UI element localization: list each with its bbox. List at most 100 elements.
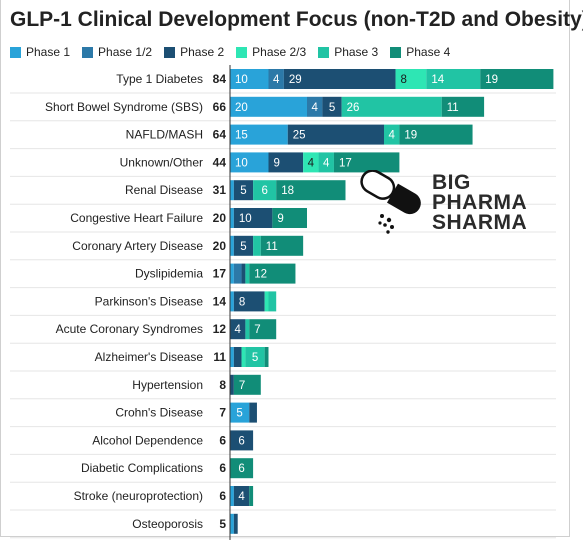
bar-segment	[230, 69, 269, 89]
bar-segment	[233, 347, 242, 367]
legend-label: Phase 4	[406, 45, 451, 59]
total-label: 12	[213, 322, 227, 336]
bar-segment	[233, 374, 261, 395]
total-label: 8	[219, 378, 226, 392]
data-label: 12	[254, 269, 267, 281]
bar-segment	[230, 152, 269, 173]
category-label: Type 1 Diabetes	[116, 72, 203, 86]
data-label: 20	[235, 102, 248, 114]
bar-segment	[287, 124, 384, 145]
bar-segment	[230, 458, 254, 479]
total-label: 20	[213, 239, 227, 253]
bar-segment	[322, 96, 342, 117]
legend-swatch	[82, 46, 94, 58]
category-label: Coronary Artery Disease	[72, 239, 203, 253]
category-label: Acute Coronary Syndromes	[56, 322, 203, 336]
bar-segment	[230, 347, 234, 367]
bar-segment	[395, 69, 427, 89]
total-label: 6	[219, 461, 226, 475]
bar-segment	[241, 347, 246, 367]
data-label: 19	[404, 130, 417, 142]
logo-line: SHARMA	[432, 211, 528, 234]
legend: Phase 1 Phase 1/2 Phase 2 Phase 2/3 Phase 3 P…	[10, 45, 450, 59]
bar-segment	[245, 263, 250, 284]
bar-segment	[230, 402, 250, 423]
data-label: 5	[252, 352, 258, 364]
bar-segment	[441, 96, 485, 117]
legend-label: Phase 1	[26, 45, 71, 59]
total-label: 7	[219, 406, 226, 420]
total-label: 11	[213, 350, 226, 364]
bar-segment	[241, 263, 246, 284]
bar-segment	[230, 374, 234, 395]
total-label: 6	[219, 433, 226, 447]
bar-segment	[264, 347, 269, 367]
data-label: 7	[239, 380, 245, 392]
total-label: 20	[213, 211, 227, 225]
pill-capsule-icon	[360, 169, 421, 234]
bar-segment	[245, 347, 265, 367]
category-label: Parkinson's Disease	[95, 294, 204, 308]
legend-item: Phase 1/2	[82, 45, 152, 59]
bar-segment	[249, 402, 257, 423]
total-label: 17	[213, 267, 227, 281]
data-label: 25	[293, 130, 306, 142]
bar-segment	[249, 263, 296, 284]
bar-segment	[230, 263, 234, 284]
bar-segment	[253, 235, 261, 256]
bar-segment	[268, 69, 284, 89]
data-label: 26	[347, 102, 360, 114]
total-label: 31	[213, 183, 227, 197]
data-label: 5	[240, 241, 246, 253]
data-label: 17	[339, 157, 352, 169]
chart-frame	[0, 0, 570, 537]
legend-swatch	[318, 46, 330, 58]
chart-title: GLP-1 Clinical Development Focus (non-T2…	[10, 8, 583, 31]
data-label: 10	[239, 213, 252, 225]
data-label: 4	[311, 102, 318, 114]
data-label: 8	[239, 296, 245, 308]
bar-segment	[230, 319, 246, 340]
total-label: 66	[213, 100, 227, 114]
category-label: Short Bowel Syndrome (SBS)	[45, 100, 203, 114]
data-label: 14	[431, 74, 444, 86]
total-label: 5	[219, 517, 226, 531]
data-label: 11	[266, 241, 278, 253]
bar-segment	[230, 180, 234, 201]
data-label: 10	[235, 157, 248, 169]
bar-segment	[333, 152, 400, 173]
data-label: 8	[401, 74, 407, 86]
data-label: 6	[261, 185, 267, 197]
legend-label: Phase 1/2	[98, 45, 153, 59]
data-label: 4	[238, 491, 245, 503]
bar-segment	[303, 152, 319, 173]
bar-segment	[233, 486, 250, 506]
category-label: Congestive Heart Failure	[70, 211, 203, 225]
bar-segment	[276, 180, 346, 201]
legend-item: Phase 2	[164, 45, 224, 59]
bar-segment	[249, 486, 254, 506]
total-label: 64	[213, 128, 227, 142]
category-label: NAFLD/MASH	[126, 128, 203, 142]
logo-line: BIG	[432, 171, 471, 194]
data-label: 4	[388, 130, 395, 142]
category-label: Hypertension	[132, 378, 203, 392]
legend-item: Phase 4	[390, 45, 450, 59]
category-label: Crohn's Disease	[115, 406, 203, 420]
bar-segment	[249, 319, 277, 340]
legend-label: Phase 2/3	[252, 45, 307, 59]
bar-segment	[230, 124, 288, 145]
data-label: 9	[274, 157, 280, 169]
bar-segment	[230, 291, 234, 312]
bar-segment	[480, 69, 554, 89]
bar-segment	[233, 263, 242, 284]
bar-segment	[318, 152, 334, 173]
data-label: 9	[277, 213, 283, 225]
category-label: Unknown/Other	[120, 155, 203, 169]
logo-line: PHARMA	[432, 191, 528, 214]
bar-segment	[230, 430, 254, 451]
bar-segment	[283, 69, 396, 89]
bar-segment	[426, 69, 481, 89]
data-label: 4	[234, 324, 241, 336]
